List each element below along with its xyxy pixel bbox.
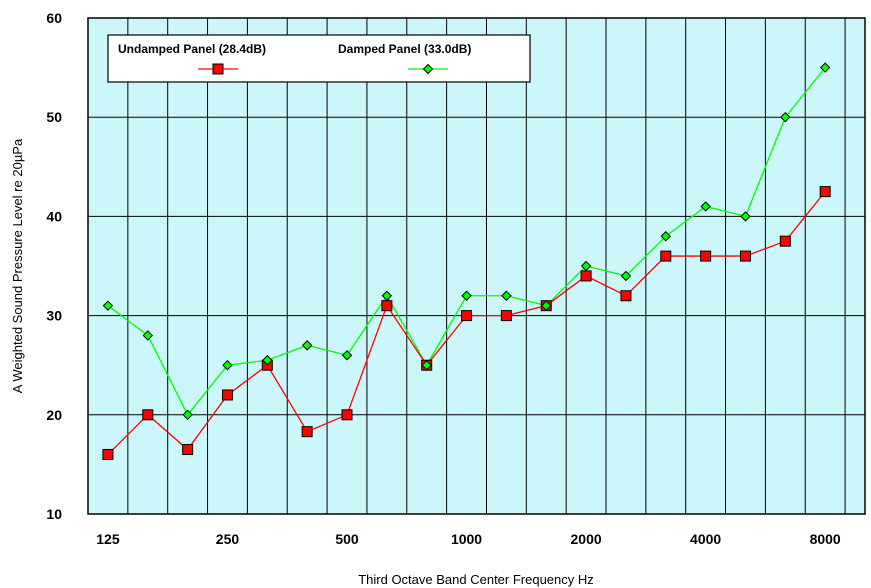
y-axis-ticks: 10 20 30 40 50 60 [46, 10, 62, 522]
x-axis-label: Third Octave Band Center Frequency Hz [358, 572, 594, 587]
point-s1-4 [262, 355, 273, 366]
legend-marker-undamped [212, 63, 224, 75]
x-tick-label-18: 8000 [810, 531, 841, 547]
point-s0-18 [819, 186, 831, 198]
point-s1-16 [740, 211, 751, 222]
plot-area [88, 18, 865, 514]
point-s1-2 [182, 409, 193, 421]
x-axis-ticks: 125 250 500 1000 2000 4000 8000 [96, 531, 841, 547]
point-s0-7 [381, 300, 393, 312]
point-s0-2 [182, 444, 194, 456]
point-s1-18 [819, 62, 831, 73]
y-tick-label-4: 50 [46, 109, 62, 125]
point-s1-1 [142, 330, 153, 341]
legend: Undamped Panel (28.4dB) Damped Panel (33… [107, 34, 531, 83]
point-s1-17 [780, 111, 791, 123]
point-s1-14 [660, 231, 671, 242]
plot-frame [87, 17, 866, 515]
point-s1-11 [541, 300, 552, 311]
legend-samples [198, 63, 448, 75]
point-s1-13 [620, 270, 632, 282]
point-s1-15 [700, 201, 711, 212]
x-tick-label-12: 2000 [571, 531, 602, 547]
point-s0-15 [700, 250, 712, 262]
y-axis-label: A Weighted Sound Pressure Level re 20µPa [10, 138, 25, 393]
point-s0-13 [620, 290, 632, 302]
point-s0-5 [301, 426, 313, 438]
point-s0-1 [142, 409, 154, 421]
point-s0-16 [739, 250, 751, 262]
point-s0-10 [500, 310, 512, 322]
point-s1-9 [461, 290, 472, 301]
x-tick-label-15: 4000 [690, 531, 721, 547]
legend-marker-damped [422, 63, 434, 75]
legend-box [107, 34, 531, 83]
point-s1-12 [580, 260, 592, 272]
point-s0-6 [341, 409, 353, 421]
legend-label-undamped: Undamped Panel (28.4dB) [118, 42, 266, 56]
point-s0-3 [221, 389, 233, 401]
x-tick-label-6: 500 [335, 531, 359, 547]
point-s1-10 [501, 290, 512, 301]
point-s0-17 [779, 235, 791, 247]
y-tick-label-5: 60 [46, 10, 62, 26]
point-s1-0 [102, 300, 114, 311]
y-tick-label-1: 20 [46, 407, 62, 423]
point-s1-3 [222, 359, 233, 371]
point-s1-7 [381, 290, 393, 301]
point-s1-8 [421, 359, 432, 371]
y-tick-label-2: 30 [46, 308, 62, 324]
x-tick-label-0: 125 [96, 531, 120, 547]
point-s0-12 [580, 270, 592, 282]
point-s1-6 [341, 350, 353, 361]
legend-label-damped: Damped Panel (33.0dB) [338, 42, 471, 56]
point-s0-14 [660, 250, 672, 262]
point-s0-0 [102, 448, 114, 460]
series-markers [102, 62, 831, 460]
x-tick-label-3: 250 [216, 531, 240, 547]
x-tick-label-9: 1000 [451, 531, 482, 547]
y-tick-label-3: 40 [46, 208, 62, 224]
point-s1-5 [301, 340, 313, 351]
y-tick-label-0: 10 [46, 506, 62, 522]
point-s0-9 [461, 310, 473, 322]
